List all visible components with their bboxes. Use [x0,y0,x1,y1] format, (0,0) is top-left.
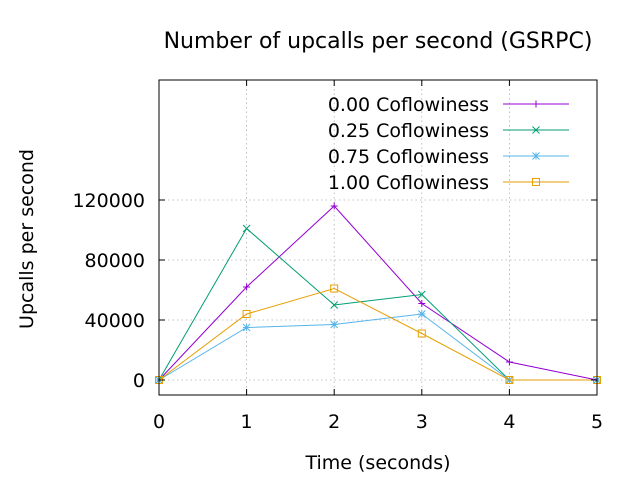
legend-entry: 1.00 Coflowiness [328,172,569,194]
data-point-cross [532,126,540,134]
data-point-plus [330,202,338,210]
legend-entry: 0.75 Coflowiness [328,146,569,168]
x-axis-label: Time (seconds) [304,452,450,474]
legend-label: 0.25 Coflowiness [328,120,489,142]
x-tick-label: 0 [153,411,165,433]
data-point-square [242,310,251,318]
y-tick-label: 0 [133,370,145,392]
data-point-star [242,323,251,332]
x-tick-label: 5 [591,411,603,433]
series-line [158,205,598,381]
data-point-star [532,152,540,160]
x-tick-label: 3 [416,411,428,433]
data-point-plus [418,300,426,307]
legend: 0.00 Coflowiness 0.25 Coflowiness 0.75 Cof… [328,94,569,194]
y-tick-label: 120000 [72,190,145,212]
y-tick-label: 80000 [85,250,145,272]
data-point-cross [242,224,251,233]
data-point-square [505,376,514,384]
data-point-star [330,320,339,329]
series-lines [155,202,601,384]
series-line [158,287,597,381]
data-point-plus [243,283,251,291]
legend-entry: 0.00 Coflowiness [328,94,569,116]
legend-label: 0.75 Coflowiness [328,146,489,168]
axis-ticks: 0 1 2 3 4 5 0 40000 80000 120000 [72,80,603,433]
y-tick-label: 40000 [85,310,145,332]
data-point-square [417,329,426,338]
data-point-square [330,284,339,293]
chart-title: Number of upcalls per second (GSRPC) [164,29,593,54]
x-tick-label: 2 [328,411,340,433]
data-point-cross [417,290,426,299]
plot-frame [158,79,598,396]
x-tick-label: 1 [241,411,253,433]
y-axis-label: Upcalls per second [16,149,38,329]
data-point-cross [330,301,339,309]
data-point-plus [532,100,540,108]
x-tick-label: 4 [503,411,515,433]
data-point-plus [505,358,513,366]
legend-label: 1.00 Coflowiness [328,172,489,194]
data-point-square [532,178,540,186]
data-point-star [417,310,426,318]
legend-label: 0.00 Coflowiness [328,94,489,116]
legend-entry: 0.25 Coflowiness [328,120,569,142]
